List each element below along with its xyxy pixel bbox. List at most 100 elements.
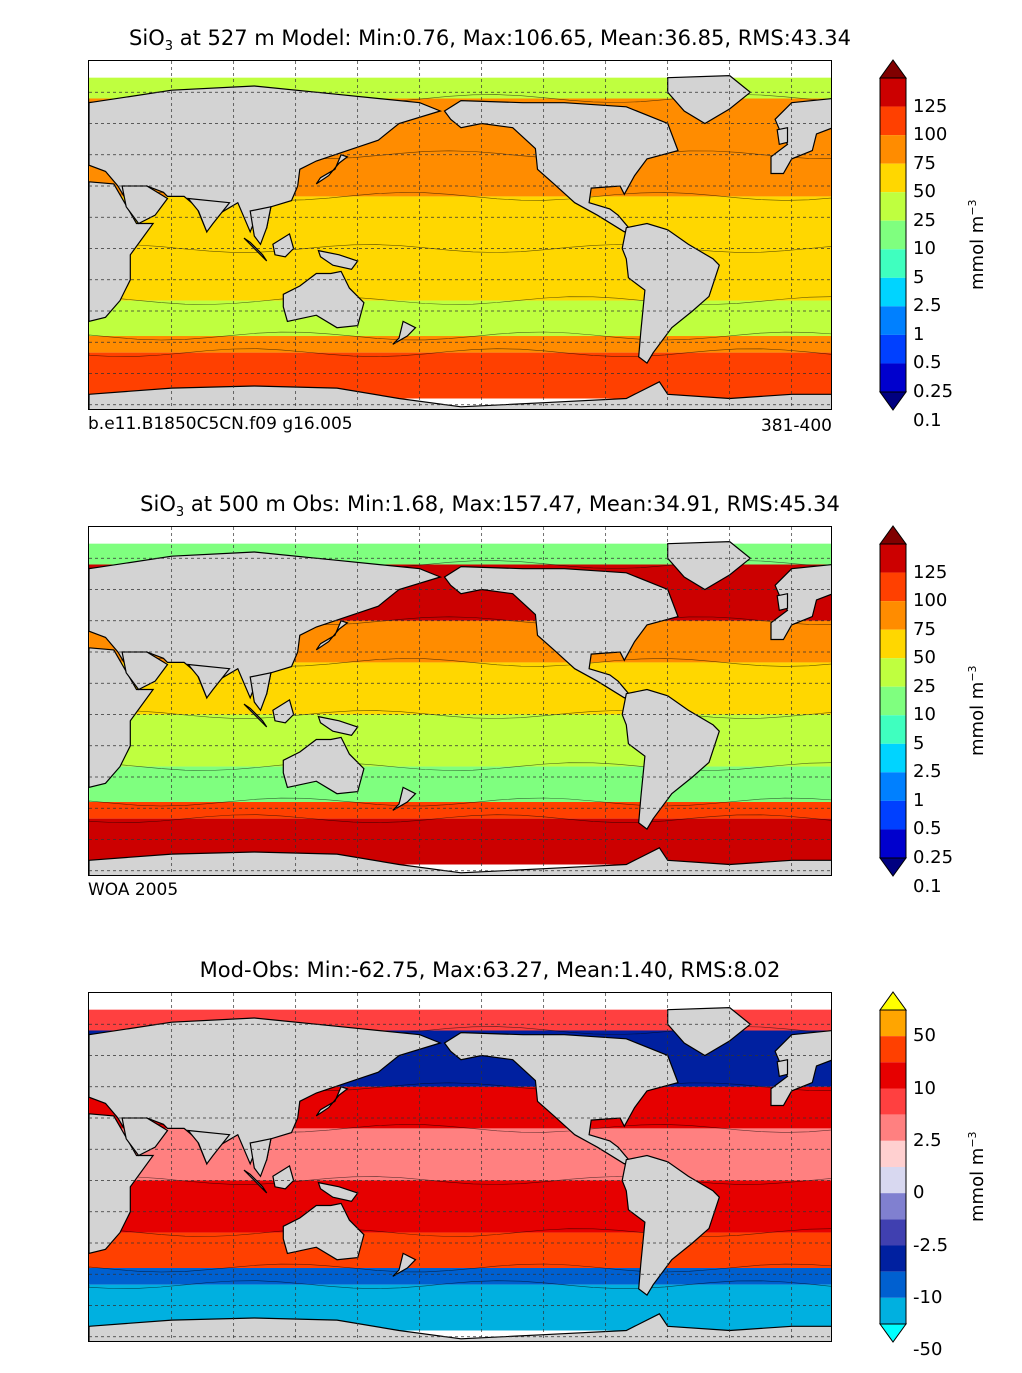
colorbar-swatch (880, 192, 906, 221)
new-zealand-landmass (392, 786, 417, 811)
unit-label: mmol m−3 (966, 1131, 988, 1222)
colorbar-extend-bottom (879, 857, 907, 877)
colorbar-tick-label: 0.25 (913, 847, 954, 868)
contour-line (89, 244, 831, 253)
panel-title: Mod-Obs: Min:-62.75, Max:63.27, Mean:1.4… (199, 958, 781, 982)
southeast-asia-landmass (249, 206, 272, 246)
north-america-landmass (443, 99, 679, 233)
colorbar-tick-label: 0.5 (913, 352, 942, 374)
colorbar-swatch (880, 1245, 906, 1272)
colorbar-tick-label: 100 (913, 124, 948, 146)
borneo-landmass (272, 232, 295, 258)
contour-line (89, 296, 831, 305)
north-america-landmass (443, 565, 679, 699)
colorbar-swatch (880, 544, 906, 573)
colorbar-tick-label: 0 (913, 1182, 925, 1204)
ocean-band-5 (89, 300, 831, 336)
colorbar-swatch (880, 1140, 906, 1167)
colorbar-swatch (880, 220, 906, 250)
colorbar-swatch (880, 658, 906, 687)
south-america-landmass (621, 222, 720, 364)
colorbar-tick-label: 2.5 (913, 295, 942, 317)
colorbar-swatch (880, 1271, 906, 1298)
colorbar-swatch (880, 629, 906, 659)
panel-title: SiO3 at 527 m Model: Min:0.76, Max:106.6… (129, 26, 851, 55)
arabia-landmass (121, 185, 169, 225)
colorbar-swatch (880, 601, 906, 630)
japan-landmass (315, 154, 349, 185)
colorbar-tick-label: 75 (913, 152, 936, 174)
ocean-band-4 (89, 1180, 831, 1233)
colorbar-swatch (880, 277, 906, 307)
colorbar-swatch (880, 306, 906, 335)
obs-map (88, 526, 832, 876)
borneo-landmass (272, 698, 295, 724)
arctic-ice (89, 527, 831, 544)
contour-line (89, 1263, 831, 1273)
colorbar-swatch (880, 715, 906, 744)
colorbar-tick-label: 0.1 (913, 875, 942, 897)
new-guinea-landmass (317, 249, 359, 270)
uk-landmass (776, 126, 789, 146)
panel-title: SiO3 at 500 m Obs: Min:1.68, Max:157.47,… (140, 492, 840, 521)
new-guinea-landmass (317, 715, 359, 736)
india-landmass (186, 663, 231, 700)
colorbar-extend-top (879, 991, 907, 1011)
years-label: 381-400 (760, 416, 832, 436)
colorbar-tick-label: -50 (913, 1339, 943, 1361)
colorbar-tick-label: 10 (913, 1077, 936, 1099)
contour-line (89, 1228, 831, 1237)
borneo-landmass (272, 1164, 295, 1190)
contour-line (89, 331, 831, 341)
colorbar-swatch (880, 1167, 906, 1194)
contour-line (89, 1176, 831, 1185)
colorbar-tick-label: 50 (913, 181, 936, 203)
colorbar-tick-label: 50 (913, 647, 936, 669)
colorbar-extend-bottom (879, 391, 907, 411)
north-america-landmass (443, 1031, 679, 1165)
antarctic-ice (89, 864, 831, 875)
colorbar-tick-label: 0.25 (913, 381, 954, 402)
new-zealand-landmass (392, 320, 417, 345)
source-label: WOA 2005 (88, 880, 179, 900)
colorbar-swatch (880, 1088, 906, 1115)
sumatra-landmass (243, 703, 268, 728)
uk-landmass (776, 1058, 789, 1078)
australia-landmass (282, 270, 365, 329)
colorbar-tick-label: 5 (913, 732, 925, 754)
colorbar-swatch (880, 743, 906, 773)
model-map (88, 60, 832, 410)
arabia-landmass (121, 651, 169, 691)
panel-obs: SiO3 at 500 m Obs: Min:1.68, Max:157.47,… (88, 492, 988, 900)
australia-landmass (282, 1202, 365, 1261)
colorbar-swatch (880, 1114, 906, 1141)
colorbar-tick-label: -10 (913, 1286, 943, 1308)
colorbar-tick-label: 1 (913, 323, 925, 345)
south-america-landmass (621, 1154, 720, 1296)
colorbar-swatch (880, 1297, 906, 1324)
colorbar (879, 525, 907, 877)
india-landmass (186, 1129, 231, 1166)
sumatra-landmass (243, 1169, 268, 1194)
colorbar-swatch (880, 772, 906, 801)
japan-landmass (315, 1086, 349, 1117)
colorbar-tick-label: 10 (913, 704, 936, 726)
colorbar-swatch (880, 1036, 906, 1063)
southeast-asia-landmass (249, 672, 272, 712)
antarctic-ice (89, 398, 831, 409)
colorbar-swatch (880, 163, 906, 193)
colorbar-tick-label: 125 (913, 561, 948, 583)
colorbar-tick-label: 75 (913, 618, 936, 640)
contour-line (89, 814, 831, 824)
southeast-asia-landmass (249, 1138, 272, 1178)
colorbar-tick-label: 100 (913, 590, 948, 612)
contour-line (89, 348, 831, 358)
diff-map (88, 992, 832, 1342)
case-label: b.e11.B1850C5CN.f09 g16.005 (88, 414, 353, 434)
colorbar-swatch (880, 78, 906, 107)
colorbar-swatch (880, 334, 906, 364)
colorbar-swatch (880, 249, 906, 278)
colorbar-swatch (880, 572, 906, 602)
colorbar-swatch (880, 1219, 906, 1246)
